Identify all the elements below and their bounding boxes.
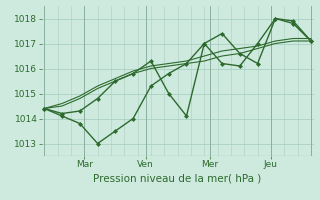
X-axis label: Pression niveau de la mer( hPa ): Pression niveau de la mer( hPa ): [93, 173, 262, 183]
